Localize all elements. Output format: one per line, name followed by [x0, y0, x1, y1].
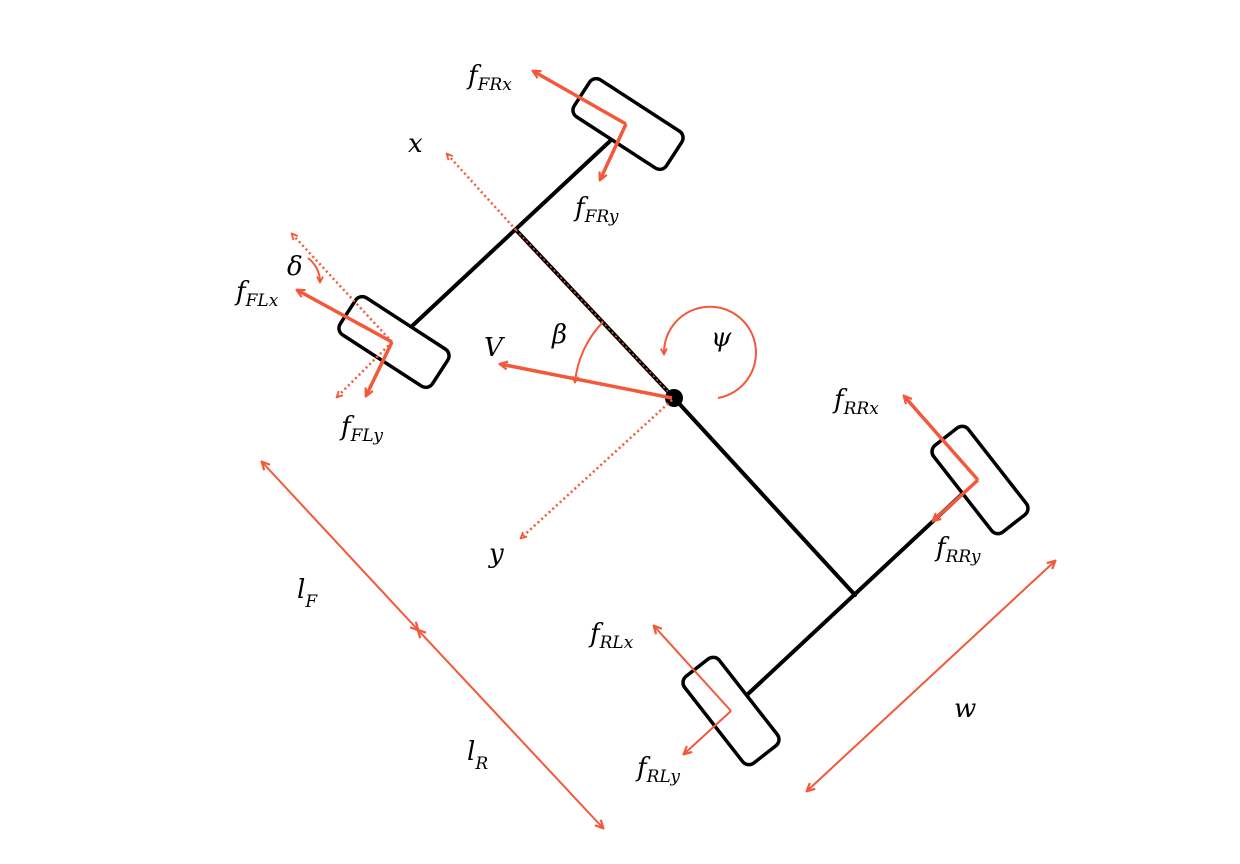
x-axis-arrow [447, 154, 517, 231]
yaw-angle-label: ψ [711, 323, 732, 353]
force-front-right-y [598, 123, 628, 180]
steering-angle-label: δ [287, 252, 303, 282]
yaw-angle-arc [664, 305, 757, 399]
force-front-left-y [364, 341, 394, 396]
front-right-wheel [571, 76, 685, 172]
force-rear-left-y-label: fRLy [635, 753, 680, 787]
velocity-arrow [500, 364, 673, 400]
y-axis-arrow [521, 399, 673, 538]
track-width-dimension [807, 561, 1055, 791]
force-rear-right-y [933, 478, 980, 521]
rear-length-dimension [418, 630, 603, 828]
force-front-left-x-label: fFLx [234, 277, 279, 311]
sideslip-angle-label: β [551, 320, 567, 350]
rear-length-label: lR [467, 737, 488, 774]
chassis-front-segment-stripe [515, 229, 675, 399]
force-rear-right-y-label: fRRy [934, 533, 981, 567]
y-axis-label: y [488, 539, 504, 569]
force-rear-right-x [904, 396, 980, 482]
chassis-rear-segment [672, 396, 857, 597]
force-rear-left-x-label: fRLx [588, 619, 634, 653]
force-rear-right-x-label: fRRx [832, 385, 879, 419]
velocity-label: V [484, 333, 505, 363]
x-axis-label: x [408, 129, 423, 159]
sideslip-angle-arc [575, 321, 604, 382]
force-rear-left-y [684, 710, 732, 754]
force-front-right-x-label: fFRx [466, 61, 512, 95]
force-front-right-x [533, 69, 627, 126]
track-width-label: w [954, 694, 976, 724]
front-length-dimension [262, 462, 418, 630]
force-front-right-y-label: fFRy [573, 193, 619, 227]
force-rear-left-x [654, 626, 732, 712]
front-left-wheel [337, 294, 451, 390]
force-front-left-x [297, 288, 393, 344]
front-axle [393, 126, 626, 344]
front-length-label: lF [297, 575, 318, 612]
force-front-left-y-label: fFLy [339, 412, 383, 446]
center-of-gravity [665, 389, 683, 407]
steering-angle-arc [307, 257, 320, 282]
